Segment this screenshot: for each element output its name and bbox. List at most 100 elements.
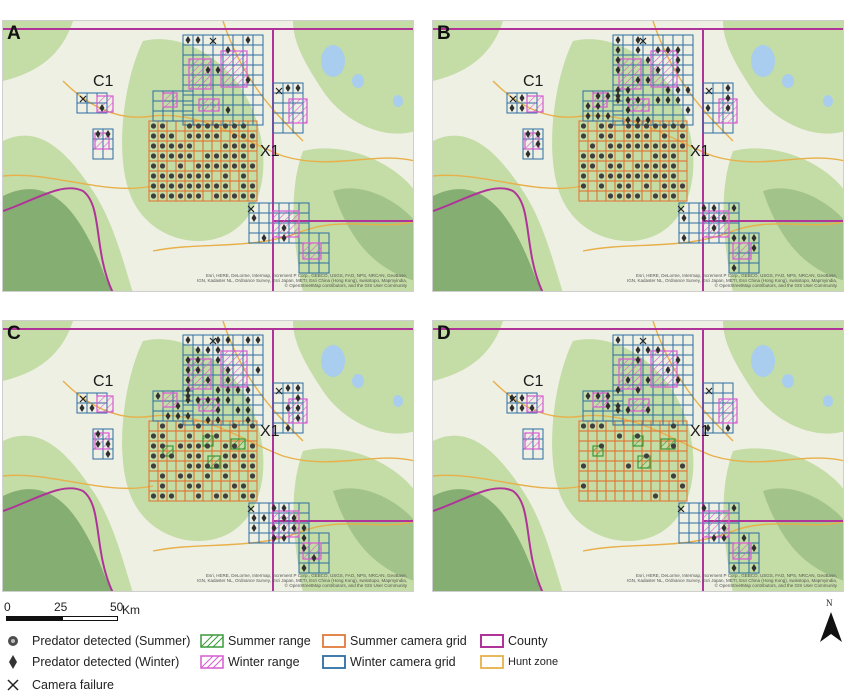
winter-detection-diamond: [721, 534, 727, 542]
summer-detection-dot: [195, 483, 202, 489]
summer-camera-grid: [578, 420, 688, 502]
winter-detection-diamond: [295, 394, 301, 402]
summer-detection-dot: [159, 473, 166, 479]
winter-detection-diamond: [225, 106, 231, 114]
winter-detection-diamond: [681, 214, 687, 222]
winter-detection-diamond: [731, 204, 737, 212]
winter-detection-diamond: [635, 346, 641, 354]
summer-detection-dot: [580, 483, 587, 489]
summer-range-area: [592, 445, 604, 457]
summer-detection-dot: [643, 183, 650, 189]
winter-detection-diamond: [701, 504, 707, 512]
summer-detection-dot: [231, 143, 238, 149]
winter-detection-diamond: [185, 412, 191, 420]
legend-hunt-zone: Hunt zone: [480, 655, 558, 669]
legend-label: Predator detected (Summer): [32, 634, 191, 648]
lake: [823, 395, 833, 407]
summer-detection-dot: [643, 133, 650, 139]
legend-county: County: [480, 634, 548, 648]
summer-detection-dot: [580, 123, 587, 129]
summer-detection-dot: [195, 183, 202, 189]
winter-detection-diamond: [605, 402, 611, 410]
winter-detection-diamond: [251, 524, 257, 532]
winter-range-area: [650, 50, 678, 88]
winter-detection-diamond: [635, 96, 641, 104]
summer-camera-grid: [148, 120, 258, 202]
summer-detection-dot: [580, 423, 587, 429]
winter-detection-diamond: [281, 514, 287, 522]
winter-detection-diamond: [245, 406, 251, 414]
summer-detection-dot: [616, 143, 623, 149]
summer-detection-dot: [634, 143, 641, 149]
winter-detection-diamond: [635, 356, 641, 364]
winter-detection-diamond: [295, 84, 301, 92]
summer-detection-dot: [150, 453, 157, 459]
summer-detection-dot: [670, 123, 677, 129]
summer-detection-dot: [240, 193, 247, 199]
winter-detection-diamond: [625, 406, 631, 414]
summer-detection-dot: [616, 173, 623, 179]
winter-detection-diamond: [509, 104, 515, 112]
winter-detection-diamond: [685, 106, 691, 114]
summer-detection-dot: [204, 443, 211, 449]
winter-detection-diamond: [585, 102, 591, 110]
winter-range-area: [526, 395, 544, 413]
map-panel-a: A C1 X1 Esri, HERE, DeLorme, Intermap, i…: [2, 20, 414, 292]
winter-detection-diamond: [99, 104, 105, 112]
summer-detection-dot: [240, 483, 247, 489]
summer-detection-dot: [661, 183, 668, 189]
summer-detection-dot: [186, 153, 193, 159]
legend-label: Summer range: [228, 634, 311, 648]
summer-detection-dot: [159, 173, 166, 179]
winter-detection-diamond: [105, 450, 111, 458]
winter-detection-diamond: [645, 56, 651, 64]
lake: [782, 74, 794, 88]
summer-detection-dot: [204, 473, 211, 479]
summer-detection-dot: [204, 173, 211, 179]
winter-detection-diamond: [295, 384, 301, 392]
winter-detection-diamond: [225, 46, 231, 54]
lake: [751, 345, 775, 377]
winter-detection-diamond: [185, 336, 191, 344]
winter-detection-diamond: [645, 116, 651, 124]
summer-detection-dot: [150, 463, 157, 469]
summer-detection-dot: [670, 443, 677, 449]
summer-detection-dot: [150, 443, 157, 449]
winter-detection-diamond: [245, 76, 251, 84]
camera-failure-mark: [639, 37, 647, 45]
x-mark-icon: [4, 678, 26, 692]
camera-failure-mark: [79, 395, 87, 403]
winter-detection-diamond: [195, 356, 201, 364]
winter-detection-diamond: [205, 416, 211, 424]
summer-detection-dot: [580, 163, 587, 169]
forest-area: [3, 489, 112, 591]
winter-detection-diamond: [175, 402, 181, 410]
summer-detection-dot: [240, 123, 247, 129]
winter-detection-diamond: [529, 404, 535, 412]
summer-detection-dot: [580, 153, 587, 159]
hunt-zone-line: [152, 220, 413, 252]
winter-range-area: [702, 210, 730, 238]
camera-failure-mark: [705, 87, 713, 95]
legend-label: Predator detected (Winter): [32, 655, 180, 669]
grid-cell: [677, 190, 688, 202]
summer-detection-dot: [240, 173, 247, 179]
winter-detection-diamond: [301, 524, 307, 532]
legend-label: County: [508, 634, 548, 648]
summer-detection-dot: [204, 153, 211, 159]
summer-detection-dot: [231, 453, 238, 459]
scale-label-50: 50: [110, 600, 124, 614]
winter-detection-diamond: [175, 412, 181, 420]
winter-detection-diamond: [615, 56, 621, 64]
winter-detection-diamond: [295, 404, 301, 412]
summer-detection-dot: [177, 173, 184, 179]
summer-detection-dot: [670, 173, 677, 179]
panel-letter: C: [7, 323, 21, 344]
summer-detection-dot: [186, 443, 193, 449]
winter-detection-diamond: [751, 544, 757, 552]
summer-detection-dot: [150, 493, 157, 499]
grid-cell: [252, 114, 264, 126]
summer-detection-dot: [670, 163, 677, 169]
winter-detection-diamond: [751, 564, 757, 572]
summer-detection-dot: [607, 163, 614, 169]
